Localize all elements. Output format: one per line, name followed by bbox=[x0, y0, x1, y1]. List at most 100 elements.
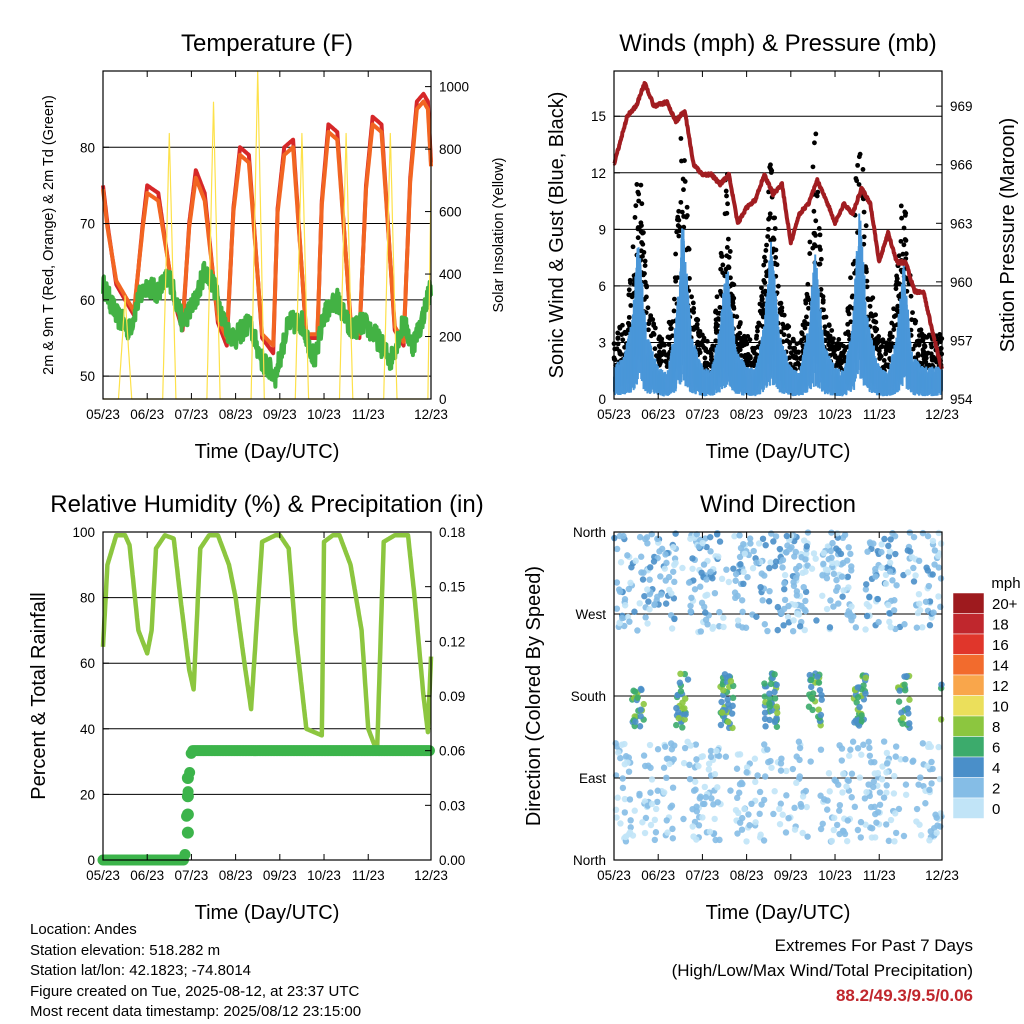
y-tick-label: 70 bbox=[80, 217, 95, 232]
direction-point bbox=[632, 557, 639, 565]
gust-point bbox=[891, 327, 897, 332]
direction-point bbox=[689, 565, 696, 572]
direction-point bbox=[779, 811, 786, 818]
legend-swatch bbox=[952, 715, 985, 737]
gust-point bbox=[768, 162, 773, 168]
direction-point bbox=[872, 573, 879, 580]
direction-point bbox=[724, 696, 731, 703]
direction-point bbox=[616, 532, 624, 540]
elevation-text: Station elevation: 518.282 m bbox=[30, 941, 221, 959]
gust-point bbox=[873, 336, 879, 342]
gust-point bbox=[779, 312, 785, 318]
direction-point bbox=[613, 605, 621, 612]
gust-point bbox=[713, 327, 719, 333]
direction-point bbox=[737, 561, 744, 568]
direction-point bbox=[799, 829, 806, 837]
direction-point bbox=[727, 677, 735, 685]
y-tick-label: 20 bbox=[80, 787, 95, 802]
gust-point bbox=[713, 321, 719, 327]
gust-point bbox=[759, 303, 765, 309]
direction-point bbox=[615, 586, 623, 593]
y-tick-label: North bbox=[573, 525, 606, 540]
direction-point bbox=[852, 624, 860, 631]
direction-point bbox=[777, 760, 785, 767]
gust-point bbox=[671, 308, 677, 314]
direction-point bbox=[889, 530, 896, 537]
gust-point bbox=[761, 262, 767, 268]
gust-point bbox=[636, 198, 642, 204]
direction-point bbox=[648, 800, 656, 808]
gust-point bbox=[898, 238, 904, 244]
direction-point bbox=[867, 824, 874, 831]
legend-label: 0 bbox=[992, 801, 1000, 818]
direction-point bbox=[662, 600, 670, 607]
gust-point bbox=[823, 331, 829, 337]
gust-point bbox=[863, 223, 869, 229]
direction-point bbox=[667, 740, 675, 747]
direction-point bbox=[799, 793, 807, 800]
direction-point bbox=[892, 550, 899, 558]
direction-point bbox=[744, 573, 751, 581]
gust-point bbox=[895, 303, 901, 309]
gust-point bbox=[652, 346, 658, 352]
direction-point bbox=[679, 724, 686, 731]
direction-point bbox=[866, 752, 874, 759]
gust-point bbox=[718, 250, 724, 256]
direction-point bbox=[764, 746, 771, 753]
direction-point bbox=[858, 712, 865, 719]
direction-point bbox=[917, 774, 924, 781]
direction-point bbox=[614, 794, 621, 801]
gust-point bbox=[641, 249, 647, 255]
gust-point bbox=[766, 216, 771, 222]
gust-point bbox=[704, 338, 710, 344]
direction-point bbox=[802, 597, 809, 605]
gust-point bbox=[803, 321, 808, 326]
direction-point bbox=[639, 819, 646, 826]
direction-point bbox=[845, 584, 852, 591]
gust-point bbox=[728, 275, 733, 281]
y-tick-label-right: 1000 bbox=[439, 80, 469, 95]
direction-point bbox=[753, 613, 760, 620]
gust-point bbox=[901, 225, 907, 231]
direction-point bbox=[833, 576, 840, 584]
direction-point bbox=[935, 743, 942, 751]
gust-point bbox=[832, 354, 838, 360]
gust-point bbox=[724, 193, 729, 199]
gust-point bbox=[663, 358, 669, 364]
direction-point bbox=[771, 671, 778, 678]
direction-point bbox=[640, 752, 648, 759]
direction-point bbox=[705, 766, 713, 773]
direction-point bbox=[788, 544, 795, 551]
gust-point bbox=[887, 330, 893, 336]
direction-point bbox=[677, 688, 685, 695]
y-axis-label: Sonic Wind & Gust (Blue, Black) bbox=[546, 92, 568, 379]
direction-point bbox=[634, 694, 641, 701]
direction-point bbox=[639, 576, 647, 583]
gust-point bbox=[805, 281, 811, 287]
gust-point bbox=[766, 226, 771, 232]
direction-point bbox=[866, 744, 873, 752]
y-tick-label: 6 bbox=[598, 279, 606, 294]
chart-temperature-f: Temperature (F)5060708002004006008001000… bbox=[41, 30, 507, 463]
gust-point bbox=[896, 253, 902, 259]
direction-point bbox=[637, 553, 645, 560]
direction-point bbox=[864, 548, 871, 555]
direction-point bbox=[619, 784, 627, 792]
gust-point bbox=[896, 293, 902, 299]
direction-point bbox=[890, 607, 898, 614]
direction-point bbox=[796, 562, 803, 570]
direction-point bbox=[819, 592, 826, 599]
direction-point bbox=[874, 595, 882, 603]
direction-point bbox=[862, 690, 869, 697]
x-tick-label: 12/23 bbox=[925, 407, 959, 422]
direction-point bbox=[679, 564, 686, 572]
direction-point bbox=[641, 829, 649, 837]
x-tick-label: 08/23 bbox=[730, 407, 764, 422]
gust-point bbox=[646, 321, 652, 327]
gust-point bbox=[681, 187, 686, 193]
gust-point bbox=[781, 332, 787, 338]
gust-point bbox=[848, 275, 853, 281]
direction-point bbox=[801, 626, 808, 634]
gust-point bbox=[633, 203, 639, 209]
gust-point bbox=[742, 342, 748, 348]
